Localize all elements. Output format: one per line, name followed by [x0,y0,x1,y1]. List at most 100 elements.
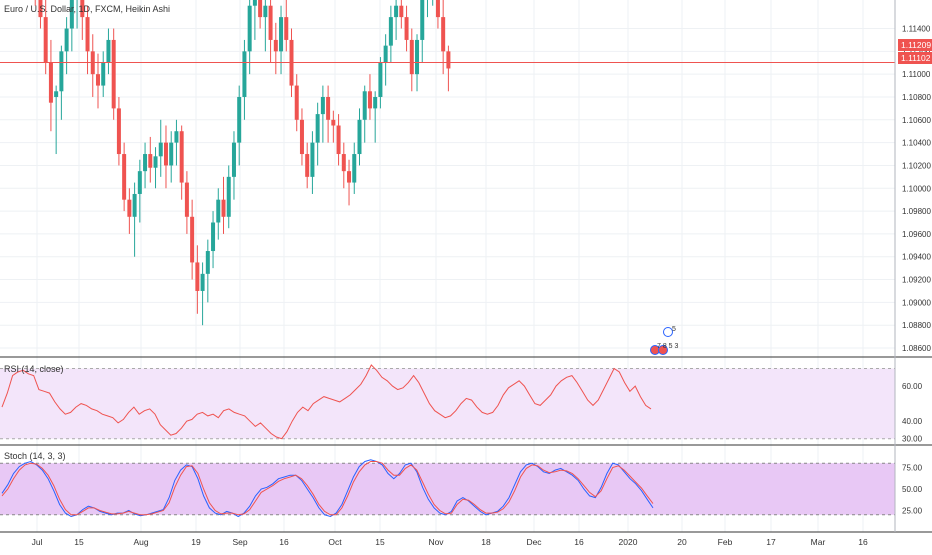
price-tag-last-label: 1.11102 [901,53,931,63]
candle-body [320,96,325,115]
x-tick-label: 19 [191,537,201,547]
indicator-lines [1,364,654,518]
x-tick-label: Mar [811,537,826,547]
x-tick-label: 17 [766,537,776,547]
stoch-y-tick: 50.00 [902,485,923,494]
candle-body [106,39,111,63]
x-tick-label: Dec [526,537,542,547]
stoch-k-line [1,459,654,518]
candle-body [409,39,414,75]
candle-body [326,96,331,120]
candle-body [310,142,315,177]
candle-body [122,154,127,200]
y-tick-label: 1.09400 [902,253,931,262]
candle-body [205,251,210,274]
stoch-y-tick: 75.00 [902,464,923,473]
y-tick-label: 1.10400 [902,139,931,148]
candle-body [116,108,121,155]
candle-body [95,74,100,86]
candle-body [446,51,451,69]
x-tick-label: Aug [133,537,148,547]
earnings-icon[interactable] [663,327,673,337]
candle-body [373,96,378,109]
y-tick-label: 1.08600 [902,344,931,353]
price-tag-last-bg [898,52,932,64]
x-tick-label: Jul [32,537,43,547]
candle-body [237,96,242,143]
candle-body [111,39,116,109]
candle-body [211,222,216,252]
candle-body [352,154,357,183]
candle-body [184,182,189,217]
candle-body [258,0,263,18]
candle-body [190,216,195,263]
x-tick-label: 2020 [619,537,638,547]
y-tick-label: 1.10600 [902,116,931,125]
y-tick-label: 1.09000 [902,298,931,307]
stoch-band-fill [0,463,895,515]
price-tag-upper-bg [898,39,932,51]
stoch-d-line [1,461,654,516]
x-tick-label: 18 [481,537,491,547]
candle-body [195,262,200,291]
candle-body [132,193,137,217]
grid-layer [0,0,895,532]
y-tick-label: 1.11200 [902,47,931,56]
rsi-band-fill [0,368,895,439]
candle-body [169,142,174,166]
earnings-count: 5 [672,326,676,333]
price-tag-last: 1.11102 [898,52,932,64]
candle-body [441,17,446,52]
y-tick-label: 1.11400 [902,25,931,34]
x-tick-label: Feb [718,537,733,547]
candle-body [252,0,257,6]
candle-body [200,273,205,291]
events-marker[interactable]: 5 7 8 5 3 [650,326,679,355]
candle-body [54,91,59,97]
dividend-values: 7 8 5 3 [657,343,679,350]
candle-body [367,91,372,109]
y-tick-label: 1.10200 [902,161,931,170]
dividend-icon-2[interactable] [658,345,668,355]
candle-body [153,156,158,168]
x-tick-label: 16 [574,537,584,547]
candle-body [85,17,90,52]
candle-body [331,119,336,126]
y-tick-label: 1.10800 [902,93,931,102]
candle-body [59,51,64,92]
y-tick-label: 1.09600 [902,230,931,239]
candle-body [158,142,163,157]
candle-body [347,171,352,183]
stoch-title: Stoch (14, 3, 3) [4,451,66,461]
candle-body [148,154,153,168]
candle-body [279,17,284,52]
x-tick-label: Sep [232,537,247,547]
candles-layer [34,0,451,326]
candle-body [48,62,53,103]
candle-body [383,45,388,63]
candle-body [341,154,346,172]
rsi-y-tick: 40.00 [902,417,923,426]
rsi-y-tick: 60.00 [902,382,923,391]
x-tick-label: Oct [328,537,342,547]
y-tick-label: 1.11000 [902,70,931,79]
candle-body [268,5,273,40]
candle-body [357,119,362,155]
y-tick-label: 1.08800 [902,321,931,330]
candle-body [404,17,409,40]
candle-body [388,17,393,46]
candle-body [163,142,168,166]
candle-body [221,199,226,217]
candle-body [299,119,304,155]
candle-body [336,125,341,155]
candle-body [80,0,85,18]
price-tag-upper-label: 1.11209 [901,40,931,50]
candle-body [247,5,252,52]
candle-body [294,85,299,120]
candle-body [64,28,69,52]
candle-body [242,51,247,97]
candle-body [231,142,236,177]
